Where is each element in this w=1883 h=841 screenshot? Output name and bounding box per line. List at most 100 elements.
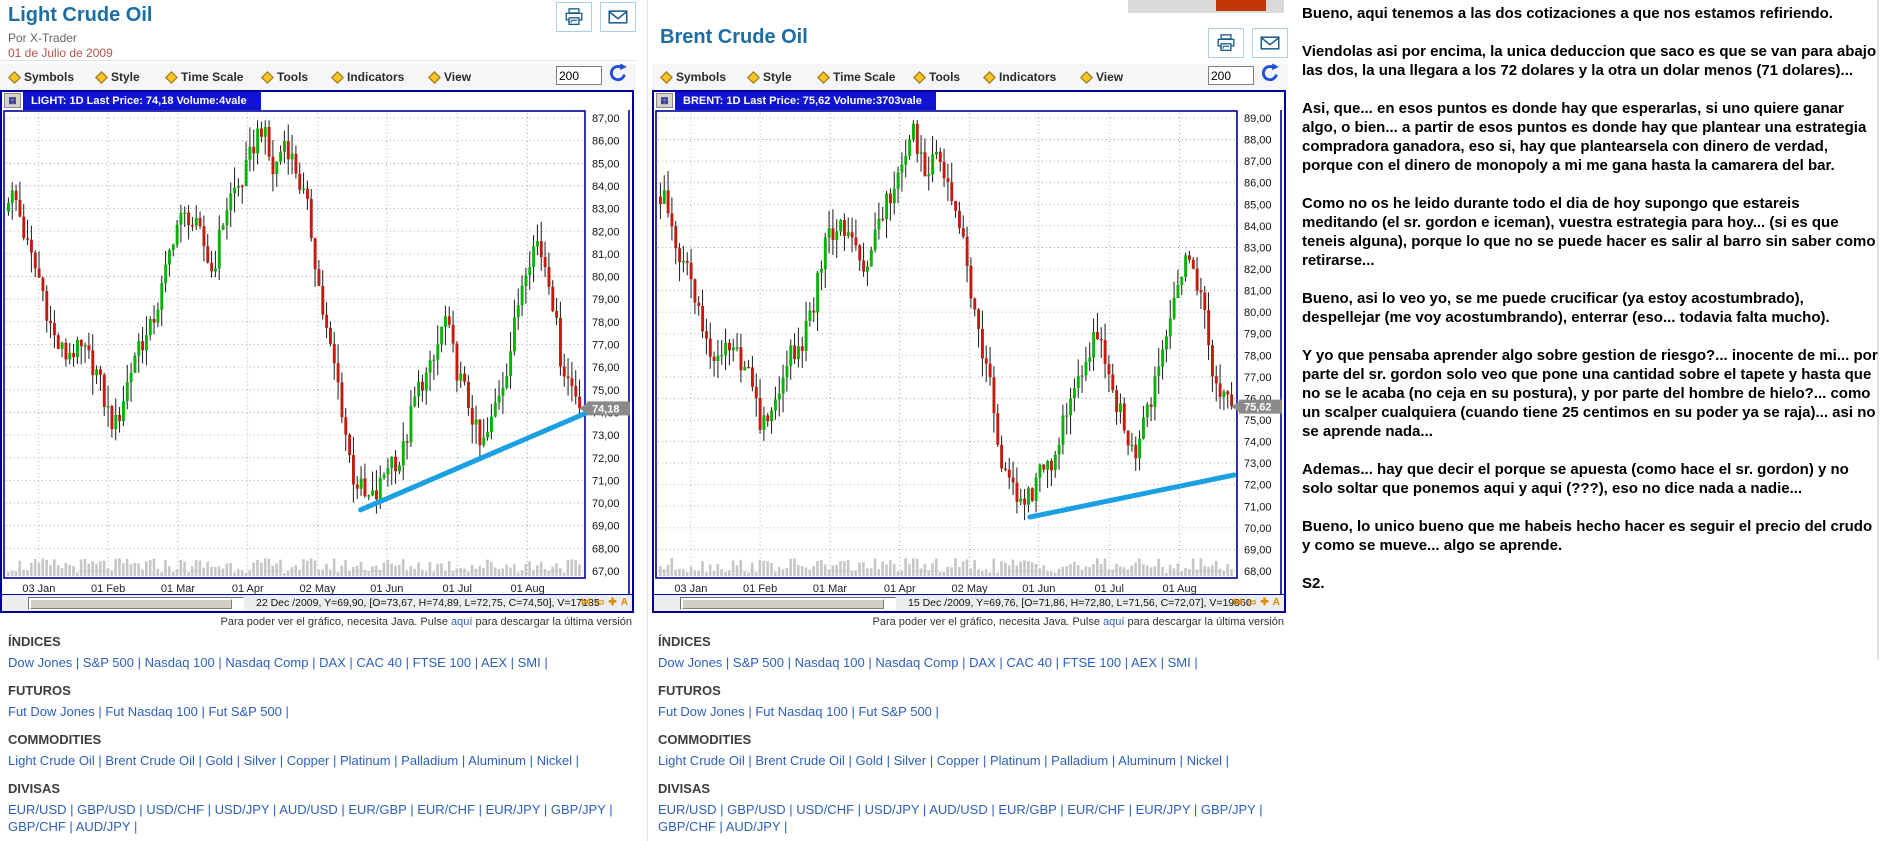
market-link[interactable]: AUD/JPY — [725, 819, 781, 834]
market-link[interactable]: Nasdaq Comp — [875, 655, 959, 670]
market-link[interactable]: Fut S&P 500 — [858, 704, 932, 719]
refresh-button[interactable] — [1258, 62, 1282, 86]
market-link[interactable]: USD/CHF — [796, 802, 855, 817]
menu-view[interactable]: View — [1080, 70, 1123, 84]
market-link[interactable]: EUR/USD — [8, 802, 67, 817]
market-link[interactable]: Fut Nasdaq 100 — [105, 704, 198, 719]
market-link[interactable]: GBP/JPY — [1200, 802, 1256, 817]
market-link[interactable]: CAC 40 — [356, 655, 402, 670]
fit-width-icon[interactable]: ⋈ — [580, 597, 591, 608]
market-link[interactable]: S&P 500 — [82, 655, 135, 670]
market-link[interactable]: EUR/CHF — [1067, 802, 1125, 817]
market-link[interactable]: Fut Dow Jones — [8, 704, 95, 719]
market-link[interactable]: Fut Nasdaq 100 — [755, 704, 848, 719]
chart-scrollbar[interactable] — [680, 597, 896, 610]
menu-symbols[interactable]: Symbols — [8, 70, 74, 84]
market-link[interactable]: GBP/CHF — [658, 819, 716, 834]
menu-time-scale[interactable]: Time Scale — [165, 70, 243, 84]
market-link[interactable]: EUR/CHF — [417, 802, 475, 817]
market-link[interactable]: EUR/JPY — [1135, 802, 1191, 817]
market-link[interactable]: EUR/GBP — [348, 802, 407, 817]
menu-indicators[interactable]: Indicators — [983, 70, 1056, 84]
candlestick-chart[interactable]: 87,00 86,00 85,00 84,00 83,00 82,00 81,00 80,00… — [2, 110, 630, 596]
market-link[interactable]: SMI — [1167, 655, 1191, 670]
market-link[interactable]: AEX — [480, 655, 507, 670]
market-link[interactable]: Copper — [936, 753, 980, 768]
market-link[interactable]: Platinum — [339, 753, 391, 768]
annotation-icon[interactable]: A — [1272, 597, 1280, 608]
market-link[interactable]: Nasdaq 100 — [144, 655, 215, 670]
market-link[interactable]: Dow Jones — [8, 655, 73, 670]
menu-tools[interactable]: Tools — [261, 70, 308, 84]
print-button[interactable] — [556, 2, 592, 32]
market-link[interactable]: GBP/JPY — [550, 802, 606, 817]
email-button[interactable] — [1252, 28, 1288, 58]
market-link[interactable]: Nasdaq 100 — [794, 655, 865, 670]
market-link[interactable]: FTSE 100 — [1062, 655, 1122, 670]
menu-indicators[interactable]: Indicators — [331, 70, 404, 84]
scrollbar-thumb[interactable] — [30, 599, 232, 609]
menu-symbols[interactable]: Symbols — [660, 70, 726, 84]
market-link[interactable]: Gold — [855, 753, 883, 768]
market-link[interactable]: CAC 40 — [1006, 655, 1052, 670]
market-link[interactable]: Nickel — [1186, 753, 1222, 768]
email-button[interactable] — [600, 2, 636, 32]
chart-scrollbar[interactable] — [28, 597, 244, 610]
market-link[interactable]: Light Crude Oil — [658, 753, 745, 768]
java-download-link[interactable]: aquí — [1103, 616, 1125, 628]
market-link[interactable]: Silver — [893, 753, 927, 768]
market-link[interactable]: Fut S&P 500 — [208, 704, 282, 719]
chart-window-icon[interactable]: ▦ — [656, 93, 673, 108]
menu-tools[interactable]: Tools — [913, 70, 960, 84]
market-link[interactable]: Dow Jones — [658, 655, 723, 670]
collapse-icon[interactable]: ▭ — [1246, 597, 1257, 608]
market-link[interactable]: Palladium — [401, 753, 459, 768]
market-link[interactable]: Light Crude Oil — [8, 753, 95, 768]
market-link[interactable]: GBP/CHF — [8, 819, 66, 834]
menu-view[interactable]: View — [428, 70, 471, 84]
scrollbar-thumb[interactable] — [682, 599, 884, 609]
menu-style[interactable]: Style — [95, 70, 140, 84]
market-link[interactable]: AUD/USD — [279, 802, 338, 817]
market-link[interactable]: Aluminum — [1118, 753, 1176, 768]
market-link[interactable]: AUD/USD — [929, 802, 988, 817]
market-link[interactable]: Copper — [286, 753, 330, 768]
fit-width-icon[interactable]: ⋈ — [1232, 597, 1243, 608]
collapse-icon[interactable]: ▭ — [594, 597, 605, 608]
market-link[interactable]: USD/CHF — [146, 802, 205, 817]
market-link[interactable]: Platinum — [989, 753, 1041, 768]
print-button[interactable] — [1208, 28, 1244, 58]
java-download-link[interactable]: aquí — [451, 616, 473, 628]
trendline[interactable] — [358, 411, 588, 513]
market-link[interactable]: S&P 500 — [732, 655, 785, 670]
menu-time-scale[interactable]: Time Scale — [817, 70, 895, 84]
candlestick-chart[interactable]: 89,00 88,00 87,00 86,00 85,00 84,00 83,00 82,00… — [654, 110, 1282, 596]
chart-window-icon[interactable]: ▦ — [4, 93, 21, 108]
bars-count-input[interactable] — [1208, 66, 1254, 85]
market-link[interactable]: GBP/USD — [77, 802, 136, 817]
market-link[interactable]: AUD/JPY — [75, 819, 131, 834]
refresh-button[interactable] — [606, 62, 630, 86]
market-link[interactable]: USD/JPY — [214, 802, 270, 817]
market-link[interactable]: DAX — [969, 655, 996, 670]
market-link[interactable]: FTSE 100 — [412, 655, 472, 670]
market-link[interactable]: Brent Crude Oil — [755, 753, 845, 768]
market-link[interactable]: DAX — [319, 655, 346, 670]
menu-style[interactable]: Style — [747, 70, 792, 84]
market-link[interactable]: Aluminum — [468, 753, 526, 768]
market-link[interactable]: EUR/GBP — [998, 802, 1057, 817]
market-link[interactable]: AEX — [1130, 655, 1157, 670]
market-link[interactable]: Fut Dow Jones — [658, 704, 745, 719]
crosshair-icon[interactable]: ✚ — [1260, 597, 1269, 608]
market-link[interactable]: Brent Crude Oil — [105, 753, 195, 768]
market-link[interactable]: SMI — [517, 655, 541, 670]
bars-count-input[interactable] — [556, 66, 602, 85]
market-link[interactable]: EUR/USD — [658, 802, 717, 817]
market-link[interactable]: EUR/JPY — [485, 802, 541, 817]
market-link[interactable]: Palladium — [1051, 753, 1109, 768]
market-link[interactable]: Silver — [243, 753, 277, 768]
market-link[interactable]: USD/JPY — [864, 802, 920, 817]
market-link[interactable]: Nickel — [536, 753, 572, 768]
market-link[interactable]: Gold — [205, 753, 233, 768]
trendline[interactable] — [1027, 472, 1237, 520]
